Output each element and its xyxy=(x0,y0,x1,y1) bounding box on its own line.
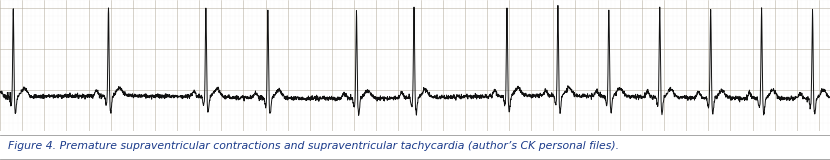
Text: Figure 4. Premature supraventricular contractions and supraventricular tachycard: Figure 4. Premature supraventricular con… xyxy=(8,141,619,151)
Text: II: II xyxy=(5,92,12,102)
